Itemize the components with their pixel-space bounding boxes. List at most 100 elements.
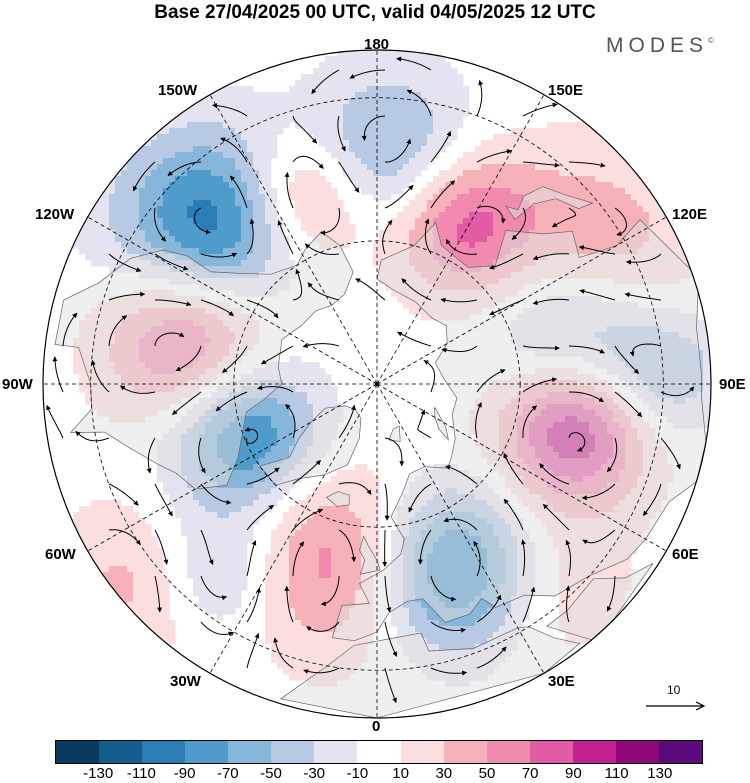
anomaly-cell xyxy=(223,122,230,129)
anomaly-cell xyxy=(115,200,122,207)
anomaly-cell xyxy=(181,248,188,255)
anomaly-cell xyxy=(499,134,506,141)
anomaly-cell xyxy=(205,260,212,267)
anomaly-cell xyxy=(445,176,452,183)
anomaly-cell xyxy=(469,254,476,261)
anomaly-cell xyxy=(307,188,314,195)
anomaly-cell xyxy=(625,218,632,225)
anomaly-cell xyxy=(439,188,446,195)
anomaly-cell xyxy=(463,188,470,195)
anomaly-cell xyxy=(283,248,290,255)
anomaly-cell xyxy=(199,164,206,171)
anomaly-cell xyxy=(529,182,536,189)
anomaly-cell xyxy=(145,182,152,189)
anomaly-cell xyxy=(319,404,326,411)
anomaly-cell xyxy=(157,188,164,195)
anomaly-cell xyxy=(91,254,98,261)
anomaly-cell xyxy=(361,122,368,129)
anomaly-cell xyxy=(247,104,254,111)
anomaly-cell xyxy=(349,164,356,171)
anomaly-cell xyxy=(457,248,464,255)
anomaly-cell xyxy=(265,494,272,501)
anomaly-cell xyxy=(415,218,422,225)
anomaly-cell xyxy=(193,176,200,183)
anomaly-cell xyxy=(649,224,656,231)
anomaly-cell xyxy=(391,98,398,105)
anomaly-cell xyxy=(163,476,170,483)
anomaly-cell xyxy=(301,74,308,81)
anomaly-cell xyxy=(271,218,278,225)
anomaly-cell xyxy=(343,488,350,495)
anomaly-cell xyxy=(283,374,290,381)
anomaly-cell xyxy=(247,116,254,123)
anomaly-cell xyxy=(463,104,470,111)
anomaly-cell xyxy=(187,134,194,141)
anomaly-cell xyxy=(325,182,332,189)
anomaly-cell xyxy=(649,182,656,189)
anomaly-cell xyxy=(541,164,548,171)
anomaly-cell xyxy=(169,206,176,213)
anomaly-cell xyxy=(421,74,428,81)
anomaly-cell xyxy=(139,230,146,237)
anomaly-cell xyxy=(499,206,506,213)
anomaly-cell xyxy=(595,134,602,141)
anomaly-cell xyxy=(139,182,146,189)
anomaly-cell xyxy=(499,230,506,237)
anomaly-cell xyxy=(331,218,338,225)
anomaly-cell xyxy=(307,194,314,201)
anomaly-cell xyxy=(697,356,704,363)
anomaly-cell xyxy=(193,164,200,171)
anomaly-cell xyxy=(337,224,344,231)
anomaly-cell xyxy=(463,236,470,243)
anomaly-cell xyxy=(295,386,302,393)
anomaly-cell xyxy=(475,230,482,237)
anomaly-cell xyxy=(247,494,254,501)
anomaly-cell xyxy=(565,128,572,135)
anomaly-cell xyxy=(457,236,464,243)
anomaly-cell xyxy=(433,140,440,147)
anomaly-cell xyxy=(235,470,242,477)
anomaly-cell xyxy=(385,104,392,111)
anomaly-cell xyxy=(397,182,404,189)
anomaly-cell xyxy=(469,224,476,231)
anomaly-cell xyxy=(91,230,98,237)
anomaly-cell xyxy=(631,182,638,189)
anomaly-cell xyxy=(445,242,452,249)
anomaly-cell xyxy=(211,212,218,219)
anomaly-cell xyxy=(367,98,374,105)
anomaly-cell xyxy=(415,158,422,165)
anomaly-cell xyxy=(241,260,248,267)
anomaly-cell xyxy=(385,128,392,135)
anomaly-cell xyxy=(505,224,512,231)
anomaly-cell xyxy=(403,212,410,219)
anomaly-cell xyxy=(391,92,398,99)
anomaly-cell xyxy=(703,338,710,345)
anomaly-cell xyxy=(217,98,224,105)
anomaly-cell xyxy=(109,224,116,231)
anomaly-cell xyxy=(289,386,296,393)
anomaly-cell xyxy=(367,188,374,195)
anomaly-cell xyxy=(121,230,128,237)
anomaly-cell xyxy=(259,494,266,501)
anomaly-cell xyxy=(85,242,92,249)
anomaly-cell xyxy=(241,86,248,93)
anomaly-cell xyxy=(289,416,296,423)
anomaly-cell xyxy=(481,188,488,195)
anomaly-cell xyxy=(337,86,344,93)
anomaly-cell xyxy=(145,188,152,195)
anomaly-cell xyxy=(175,176,182,183)
anomaly-cell xyxy=(505,218,512,225)
anomaly-cell xyxy=(115,242,122,249)
anomaly-cell xyxy=(403,296,410,303)
anomaly-cell xyxy=(475,242,482,249)
anomaly-cell xyxy=(349,86,356,93)
anomaly-cell xyxy=(439,56,446,63)
anomaly-cell xyxy=(283,380,290,387)
anomaly-cell xyxy=(325,80,332,87)
anomaly-cell xyxy=(199,488,206,495)
anomaly-cell xyxy=(241,266,248,273)
anomaly-cell xyxy=(349,146,356,153)
anomaly-cell xyxy=(235,86,242,93)
anomaly-cell xyxy=(199,110,206,117)
anomaly-cell xyxy=(259,254,266,261)
